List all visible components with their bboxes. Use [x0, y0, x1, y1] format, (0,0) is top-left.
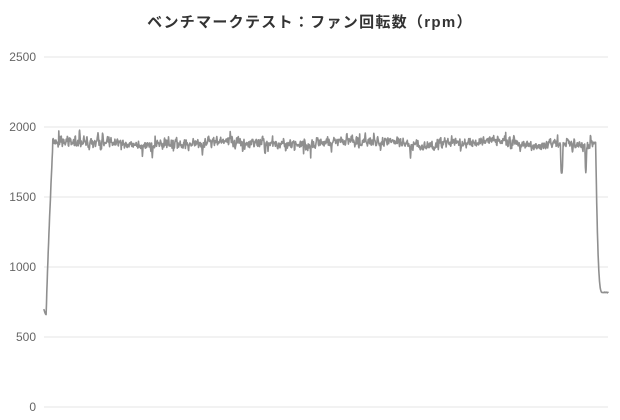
- svg-text:1500: 1500: [9, 190, 36, 204]
- svg-text:1000: 1000: [9, 260, 36, 274]
- svg-text:2000: 2000: [9, 120, 36, 134]
- svg-text:0: 0: [29, 400, 36, 414]
- svg-text:500: 500: [16, 330, 36, 344]
- svg-text:2500: 2500: [9, 50, 36, 64]
